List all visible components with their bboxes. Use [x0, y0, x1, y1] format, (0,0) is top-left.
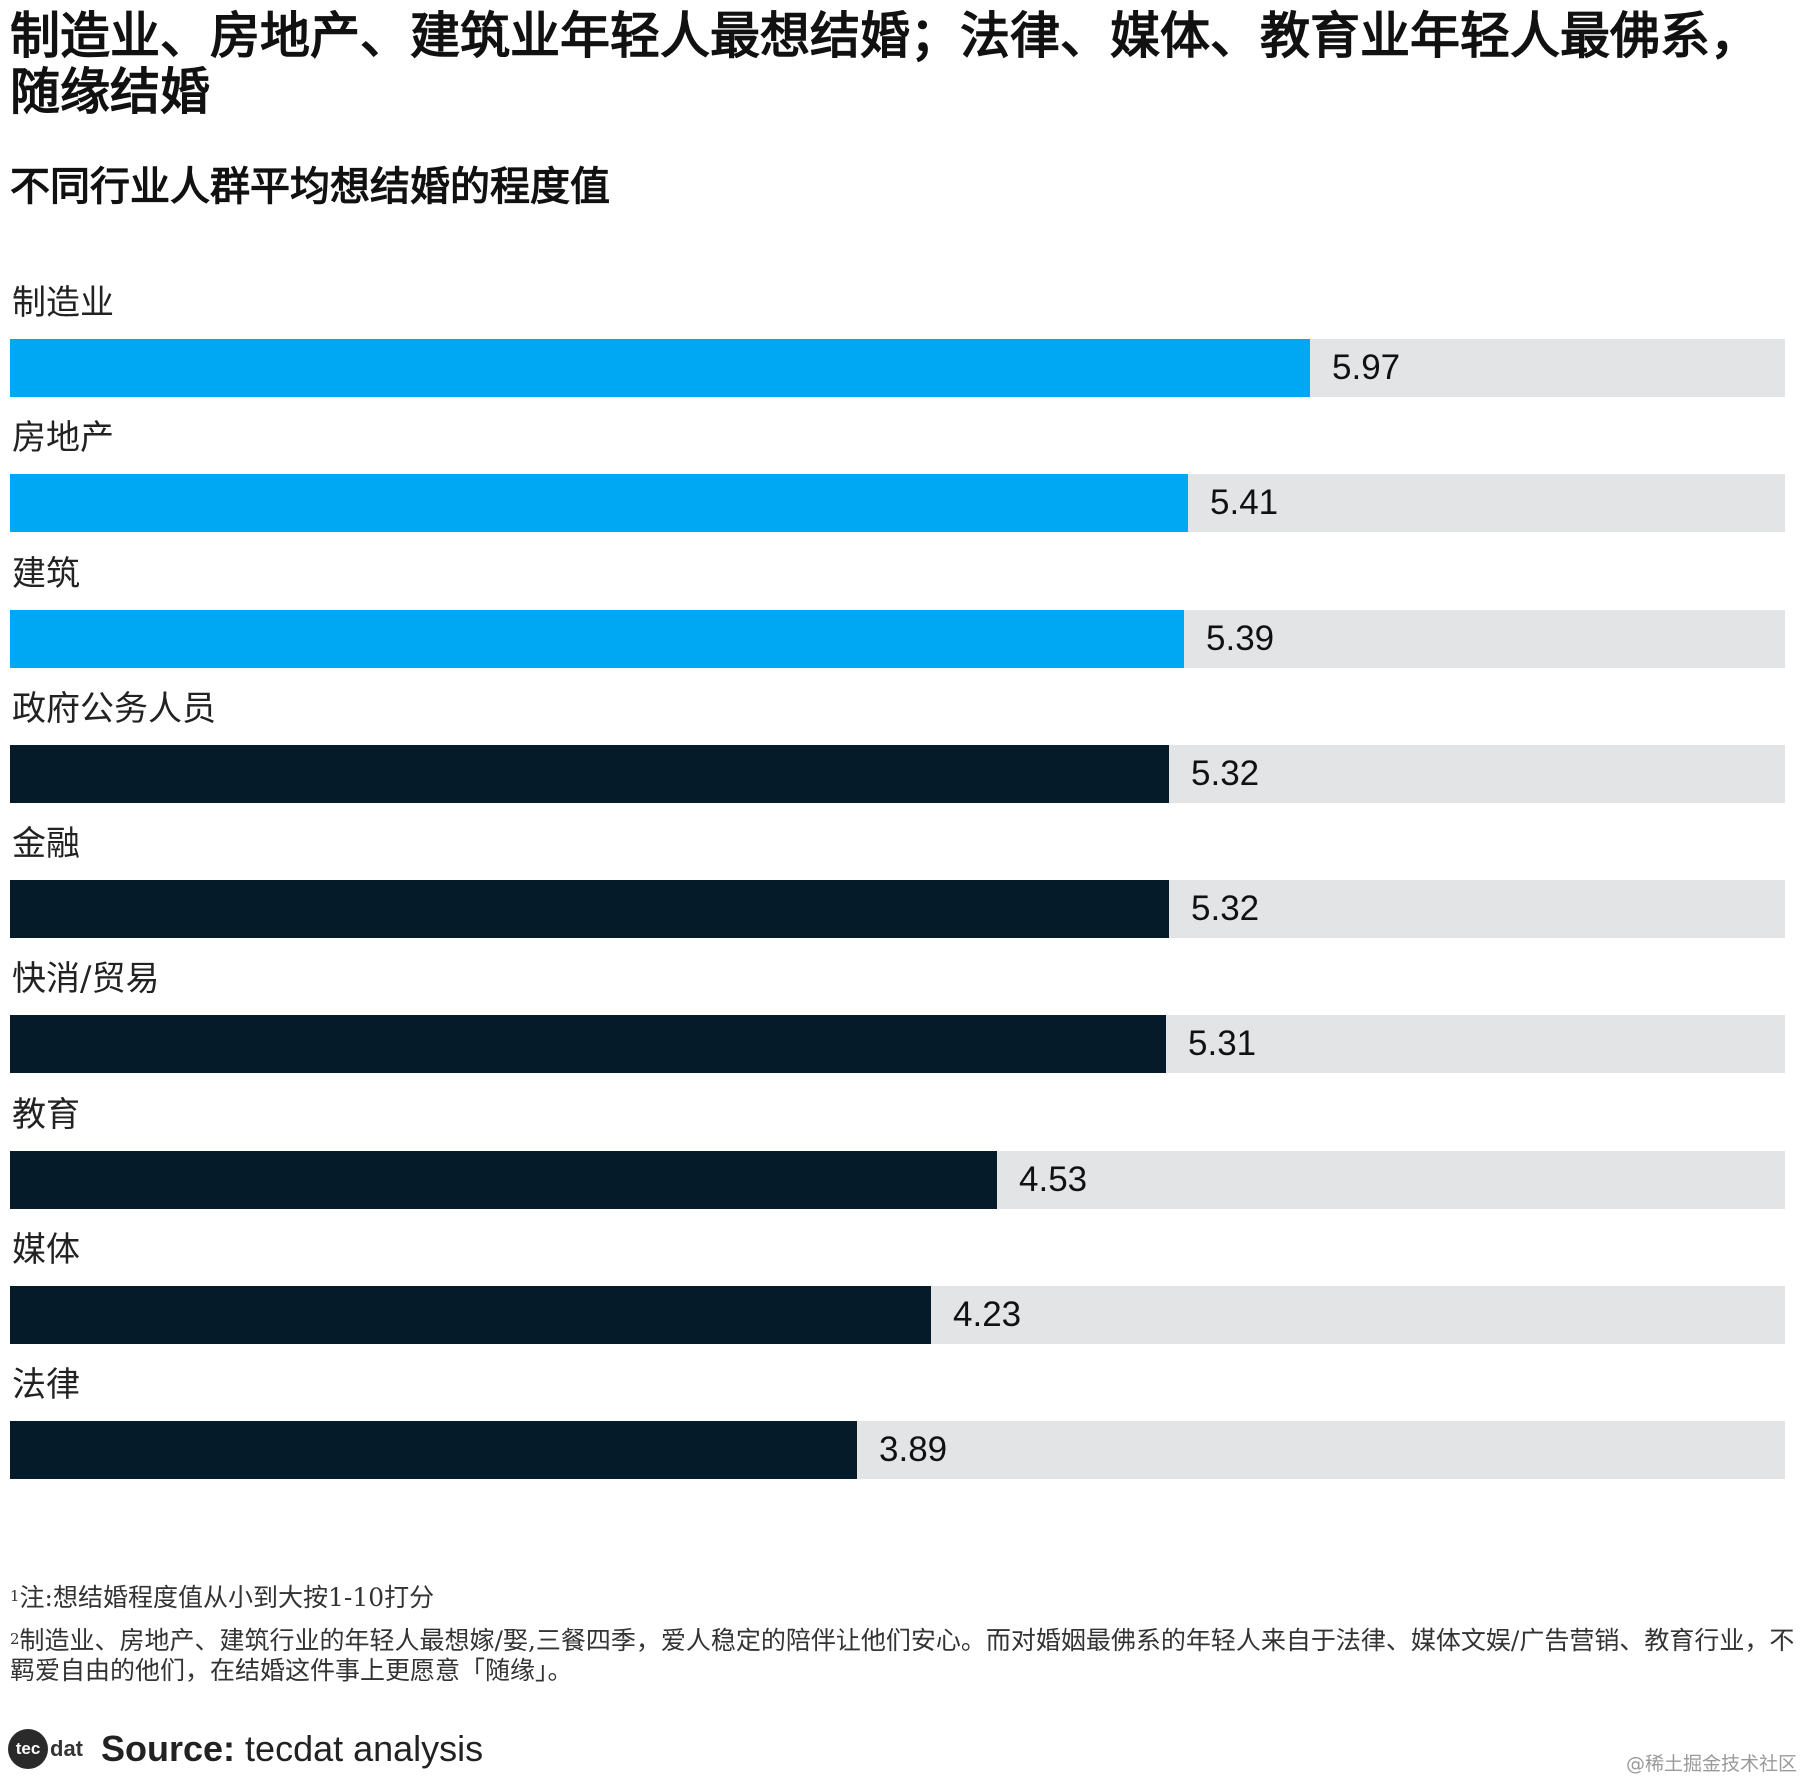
bar — [10, 610, 1184, 668]
category-label: 快消/贸易 — [12, 959, 160, 999]
footnote-1: 1注:想结婚程度值从小到大按1-10打分 — [10, 1583, 1790, 1613]
source-text: tecdat analysis — [245, 1728, 484, 1769]
bar — [10, 1421, 857, 1479]
category-label: 金融 — [12, 824, 80, 864]
bar — [10, 880, 1169, 938]
source-label: Source: — [101, 1728, 236, 1769]
value-label: 5.41 — [1210, 483, 1279, 522]
bar — [10, 745, 1169, 803]
bar — [10, 1015, 1166, 1073]
chart-title: 制造业、房地产、建筑业年轻人最想结婚；法律、媒体、教育业年轻人最佛系，随缘结婚 — [10, 7, 1760, 121]
source-footer: tec dat Source: tecdat analysis — [8, 1725, 483, 1773]
category-label: 政府公务人员 — [12, 689, 216, 729]
bar-track: 3.89 — [10, 1421, 1785, 1479]
chart-subtitle: 不同行业人群平均想结婚的程度值 — [10, 164, 610, 210]
bar — [10, 474, 1188, 532]
bar — [10, 1151, 997, 1209]
bar-track: 5.31 — [10, 1015, 1785, 1073]
value-label: 4.23 — [953, 1295, 1022, 1334]
watermark: @稀土掘金技术社区 — [1625, 1753, 1797, 1775]
category-label: 法律 — [12, 1365, 80, 1405]
bar — [10, 339, 1310, 397]
footnote-1-marker: 1 — [10, 1587, 20, 1605]
value-label: 5.39 — [1206, 619, 1275, 658]
category-label: 制造业 — [12, 283, 114, 323]
logo-text: dat — [50, 1736, 83, 1761]
bar-track: 5.32 — [10, 745, 1785, 803]
footnote-2-text: 制造业、房地产、建筑行业的年轻人最想嫁/娶,三餐四季，爱人稳定的陪伴让他们安心。… — [10, 1626, 1795, 1685]
bar-track: 5.97 — [10, 339, 1785, 397]
value-label: 5.32 — [1191, 754, 1260, 793]
bar-track: 4.23 — [10, 1286, 1785, 1344]
value-label: 5.32 — [1191, 889, 1260, 928]
footnote-1-text: 注:想结婚程度值从小到大按1-10打分 — [19, 1583, 435, 1612]
bar-track: 4.53 — [10, 1151, 1785, 1209]
category-label: 教育 — [12, 1095, 80, 1135]
tecdat-logo: tec dat — [8, 1729, 83, 1769]
category-label: 建筑 — [12, 554, 80, 594]
category-label: 媒体 — [12, 1230, 80, 1270]
bar — [10, 1286, 931, 1344]
value-label: 4.53 — [1019, 1160, 1088, 1199]
footnote-2-marker: 2 — [10, 1630, 20, 1648]
bar-track: 5.39 — [10, 610, 1785, 668]
bar-track: 5.32 — [10, 880, 1785, 938]
category-label: 房地产 — [12, 418, 114, 458]
logo-circle-icon: tec — [8, 1729, 48, 1769]
value-label: 5.31 — [1188, 1024, 1257, 1063]
value-label: 5.97 — [1332, 348, 1401, 387]
bar-track: 5.41 — [10, 474, 1785, 532]
footnote-2: 2制造业、房地产、建筑行业的年轻人最想嫁/娶,三餐四季，爱人稳定的陪伴让他们安心… — [10, 1626, 1800, 1686]
value-label: 3.89 — [879, 1430, 948, 1469]
